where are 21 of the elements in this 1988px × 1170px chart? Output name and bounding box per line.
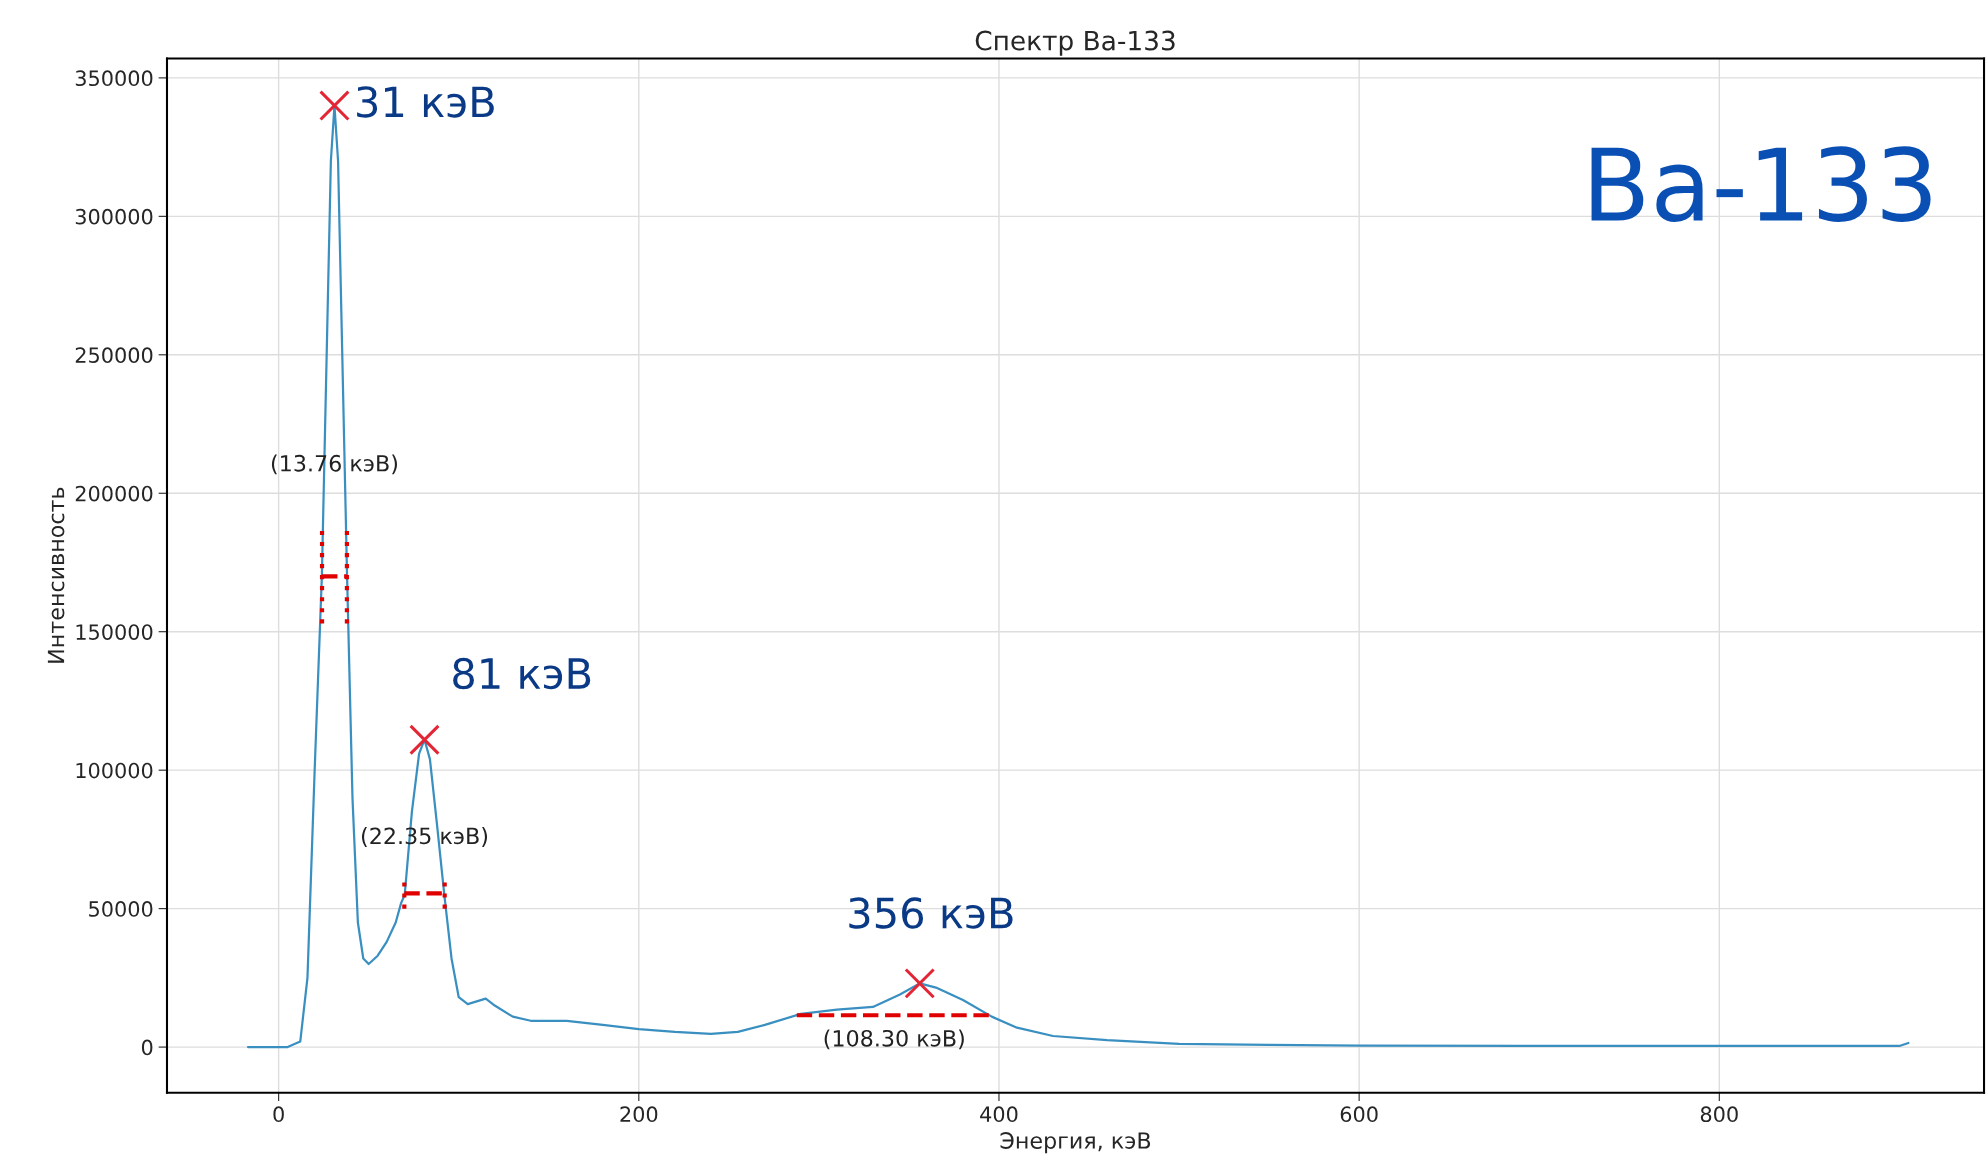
x-axis-title: Энергия, кэВ xyxy=(1000,1132,1151,1154)
y-tick-label: 150000 xyxy=(76,624,153,640)
y-tick-label: 100000 xyxy=(76,762,153,779)
annotation: Ba-133 xyxy=(1591,146,1931,222)
x-tick-label: 0 xyxy=(273,1106,284,1123)
y-tick-label: 200000 xyxy=(75,485,153,502)
x-tick-label: 800 xyxy=(1700,1106,1738,1123)
y-tick-label: 50000 xyxy=(89,901,153,917)
y-tick-label: 300000 xyxy=(75,208,153,225)
annotation: 81 кэВ xyxy=(453,657,591,690)
y-axis-title: Интенсивность xyxy=(47,487,65,663)
y-tick-label: 250000 xyxy=(75,347,153,364)
annotation: 31 кэВ xyxy=(357,86,494,118)
x-tick-label: 200 xyxy=(620,1106,658,1123)
annotation: 356 кэВ xyxy=(849,897,1013,929)
x-tick-label: 400 xyxy=(980,1106,1018,1123)
x-tick-label: 600 xyxy=(1340,1106,1378,1123)
y-tick-label: 350000 xyxy=(75,70,153,87)
annotation: (108.30 кэВ) xyxy=(824,1029,964,1050)
chart-title: Спектр Ba-133 xyxy=(975,30,1175,56)
y-tick-label: 0 xyxy=(141,1039,153,1056)
